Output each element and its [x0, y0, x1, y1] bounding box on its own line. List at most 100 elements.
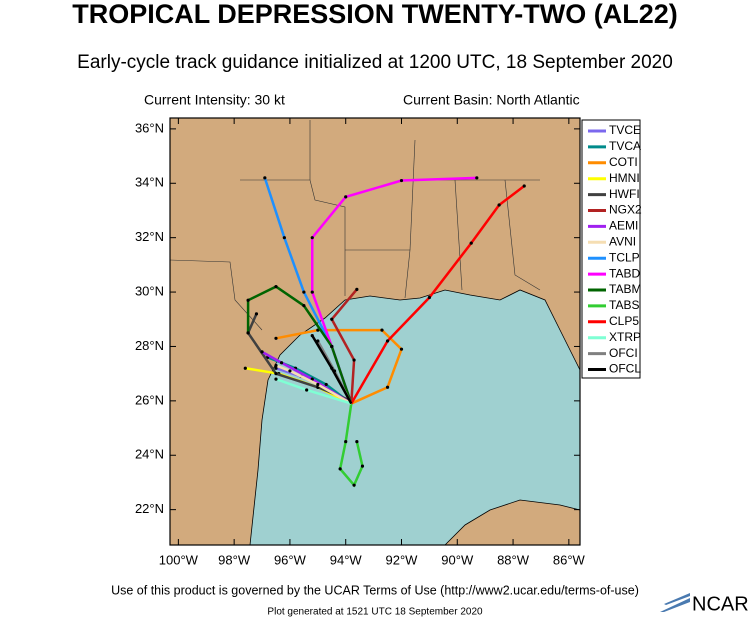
y-tick-label: 26°N: [135, 392, 164, 407]
track-point: [246, 331, 250, 335]
track-point: [302, 304, 306, 308]
y-tick-label: 30°N: [135, 284, 164, 299]
track-point: [360, 464, 365, 468]
border: [240, 179, 346, 250]
track-point: [316, 385, 320, 389]
track-point: [310, 377, 314, 381]
track-point: [475, 176, 479, 180]
legend-label: TCLP: [609, 250, 640, 264]
track-point: [497, 203, 501, 207]
x-tick-label: 98°W: [218, 552, 251, 567]
track: [330, 288, 358, 404]
intensity: Current Intensity: 30 kt: [144, 92, 285, 108]
legend-label: OFCI: [609, 346, 638, 360]
track-point: [427, 295, 431, 300]
track-point: [254, 312, 259, 316]
track-point: [352, 358, 356, 362]
legend-label: HMNI: [609, 171, 640, 185]
track-point: [310, 290, 314, 294]
border: [409, 139, 416, 251]
track-point: [274, 377, 278, 381]
border: [504, 179, 541, 291]
track-point: [305, 388, 309, 392]
x-tick-label: 90°W: [441, 552, 474, 567]
basin: Current Basin: North Atlantic: [403, 92, 580, 108]
track-point: [302, 290, 306, 294]
track-point: [399, 178, 404, 183]
track-point: [274, 372, 278, 376]
x-tick-label: 96°W: [274, 552, 307, 567]
logo-mark: [660, 593, 690, 612]
track-point: [344, 440, 348, 444]
track-point: [324, 382, 328, 387]
y-tick-label: 36°N: [135, 120, 164, 135]
legend-label: OFCL: [609, 362, 641, 376]
track-point: [263, 176, 267, 180]
track-point: [260, 350, 264, 354]
track-point: [385, 385, 390, 389]
legend-label: TABD: [609, 266, 640, 280]
legend-label: TABS: [609, 298, 639, 312]
legend-label: TVCE: [609, 123, 641, 137]
track-point: [316, 382, 320, 387]
y-tick-label: 24°N: [135, 447, 164, 462]
track-point: [330, 366, 334, 370]
track-point: [522, 184, 526, 188]
track-point: [399, 347, 404, 351]
x-tick-label: 86°W: [553, 552, 586, 567]
generated-note: Plot generated at 1521 UTC 18 September …: [267, 607, 483, 618]
y-tick-label: 22°N: [135, 501, 164, 516]
legend-label: CLP5: [609, 314, 639, 328]
track-point: [274, 366, 278, 370]
footer: Use of this product is governed by the U…: [111, 583, 639, 597]
track: [246, 285, 353, 404]
legend-label: AVNI: [609, 234, 636, 248]
border: [454, 179, 463, 291]
x-tick-label: 92°W: [386, 552, 419, 567]
gulf-water: [249, 289, 581, 546]
track-point: [355, 287, 359, 291]
legend-label: COTI: [609, 155, 638, 169]
track-point: [310, 236, 314, 240]
track-point: [274, 336, 278, 340]
x-tick-label: 94°W: [330, 552, 363, 567]
ncar-logo: NCAR: [660, 593, 749, 615]
title: TROPICAL DEPRESSION TWENTY-TWO (AL22): [72, 0, 678, 29]
track-point: [274, 363, 278, 368]
track-point: [330, 344, 334, 349]
track-point: [344, 195, 348, 199]
track: [338, 403, 364, 488]
logo-text: NCAR: [692, 593, 749, 615]
track-point: [274, 285, 278, 289]
track-point: [385, 339, 390, 343]
legend-label: AEMI: [609, 219, 638, 233]
y-tick-label: 32°N: [135, 229, 164, 244]
subtitle: Early-cycle track guidance initialized a…: [77, 52, 673, 73]
legend-label: NGX2: [609, 203, 642, 217]
track-point: [355, 440, 359, 444]
track-point: [288, 369, 292, 373]
legend-label: HWFI: [609, 187, 640, 201]
track-point: [330, 317, 334, 321]
y-tick-label: 28°N: [135, 338, 164, 353]
legend-label: TVCA: [609, 139, 641, 153]
track-point: [310, 333, 314, 338]
track-point: [352, 483, 356, 487]
track-point: [282, 236, 286, 240]
x-tick-label: 100°W: [159, 552, 199, 567]
y-tick-label: 34°N: [135, 175, 164, 190]
plot-frame: [169, 117, 581, 546]
track-point: [246, 298, 250, 302]
track-point: [279, 361, 284, 365]
track: [350, 184, 525, 405]
track-point: [469, 241, 473, 245]
track-point: [380, 328, 384, 332]
track-point: [338, 467, 342, 471]
legend-label: XTRP: [609, 330, 641, 344]
legend-label: TABM: [609, 282, 641, 296]
track-point: [243, 366, 247, 370]
track: [275, 364, 352, 405]
x-tick-label: 88°W: [497, 552, 530, 567]
